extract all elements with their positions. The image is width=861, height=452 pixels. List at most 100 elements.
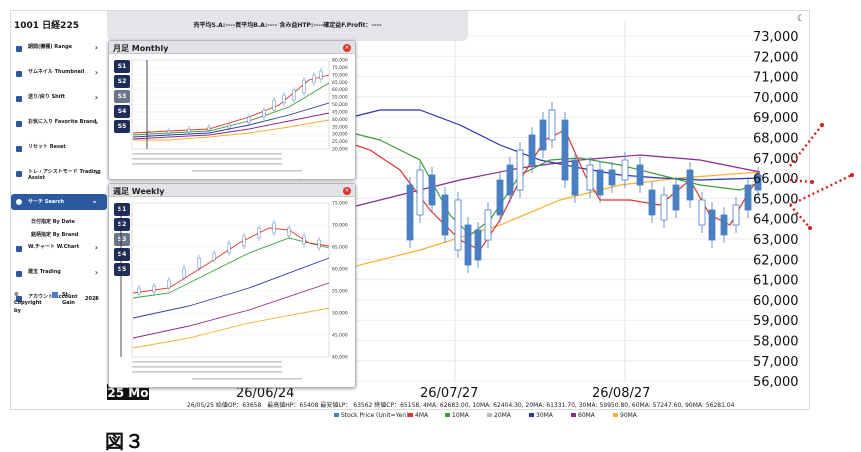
candle xyxy=(540,120,546,150)
sidebar-item-label: トレ・アシストモード Trading Assist xyxy=(28,169,101,181)
candle xyxy=(455,200,461,250)
candle xyxy=(507,165,513,195)
candle xyxy=(709,210,715,240)
candle xyxy=(442,195,448,235)
candle xyxy=(273,223,275,233)
candle xyxy=(303,236,305,244)
y-tick-label: 62,000 xyxy=(753,253,799,268)
bar-chart-icon xyxy=(16,71,22,77)
candle xyxy=(733,205,739,225)
weekly-chart[interactable]: 75,000 70,000 65,000 60,000 55,000 50,000 45,0… xyxy=(109,198,355,387)
candle xyxy=(572,160,578,195)
app-title: 1001 日経225 xyxy=(14,18,79,31)
candle xyxy=(303,80,305,93)
sidebar-item-1[interactable]: サムネイル Thumbnail › xyxy=(11,69,107,86)
candle xyxy=(288,228,290,236)
candle xyxy=(138,288,140,294)
candle xyxy=(213,253,215,260)
legend-label: 10MA xyxy=(452,412,470,419)
x-tick-label: 26/07/27 xyxy=(420,386,478,401)
legend-label: Stock Price (Unit=Yen) xyxy=(341,412,408,419)
sidebar-item-label: 送り/戻り Shift xyxy=(28,94,65,100)
candle xyxy=(148,133,150,135)
ohlc-info: 26/05/25 始値OP：63658 最高値HP：65408 最安値LP： 6… xyxy=(187,401,735,409)
y-tick-label: 72,000 xyxy=(753,50,799,65)
legend-label: 90MA xyxy=(620,412,638,419)
y-tick-label: 64,000 xyxy=(753,213,799,228)
chevron-icon: › xyxy=(95,170,98,176)
y-tick-label: 55,000 xyxy=(332,289,348,295)
y-tick-label: 50,000 xyxy=(332,102,348,108)
sidebar-item-0[interactable]: 期間(機種) Range › xyxy=(11,44,107,61)
monthly-panel-title: 月足 Monthly xyxy=(109,41,355,54)
main-legend: Stock Price (Unit=Yen) 4MA 10MA 20MA 30MA 60M… xyxy=(334,412,638,419)
sidebar-subitem[interactable]: 銘柄指定 By Brand xyxy=(11,231,107,244)
ma4-line xyxy=(340,130,760,250)
y-tick-label: 40,000 xyxy=(332,355,348,361)
candle xyxy=(562,120,568,180)
figure-label: 図３ xyxy=(105,427,145,452)
candle xyxy=(228,243,230,253)
candle xyxy=(745,185,751,210)
y-tick-label: 30,000 xyxy=(332,132,348,138)
y-tick-label: 70,000 xyxy=(753,91,799,106)
candle xyxy=(517,150,523,190)
sidebar-item-0[interactable]: W.チャート W.Chart › xyxy=(11,244,107,261)
legend-label: 4MA xyxy=(415,412,429,419)
y-tick-label: 65,000 xyxy=(332,245,348,251)
ma90-line xyxy=(340,172,760,270)
y-tick-label: 71,000 xyxy=(753,71,799,86)
candle xyxy=(208,127,210,130)
profit-summary-bar: 売平均S.A:----買平均B.A:---- 含み益HTP:----確定益F.P… xyxy=(107,11,468,41)
candle xyxy=(529,135,535,165)
y-tick-label: 25,000 xyxy=(332,139,348,145)
candle xyxy=(549,110,555,140)
legend-swatch xyxy=(613,413,618,417)
sidebar-item-3[interactable]: お気に入り Favorite Brand › xyxy=(11,119,107,136)
weekly-panel[interactable]: 週足 Weekly × S1 S2 S3 S4 S5 75,000 70,000 65,00… xyxy=(108,183,356,388)
close-icon[interactable]: × xyxy=(343,44,351,52)
sidebar-item-label: 建玉 Trading xyxy=(28,269,61,275)
candle xyxy=(258,228,260,238)
candle xyxy=(649,190,655,215)
sidebar-item-4[interactable]: リセット Reset xyxy=(11,144,107,161)
candle xyxy=(273,100,275,110)
sidebar-item-5[interactable]: トレ・アシストモード Trading Assist › xyxy=(11,169,107,186)
candle xyxy=(168,131,170,133)
sidebar-item-label: W.チャート W.Chart xyxy=(28,244,79,250)
y-tick-label: 35,000 xyxy=(332,124,348,130)
legend-swatch xyxy=(334,413,339,417)
y-tick-label: 55,000 xyxy=(332,95,348,101)
sidebar-item-2[interactable]: 送り/戻り Shift › xyxy=(11,94,107,111)
calendar-icon xyxy=(16,46,22,52)
search-icon xyxy=(16,199,22,205)
candle xyxy=(637,165,643,185)
candle xyxy=(597,170,603,195)
copyright: © Copyright by St-Gain 2026 xyxy=(14,291,44,315)
y-tick-label: 60,000 xyxy=(753,294,799,309)
candle xyxy=(661,195,667,220)
candle xyxy=(485,210,491,240)
y-tick-label: 59,000 xyxy=(753,314,799,329)
sidebar-item-label: お気に入り Favorite Brand xyxy=(28,119,96,125)
close-icon[interactable]: × xyxy=(343,187,351,195)
sidebar-subitem[interactable]: 日付指定 By Date xyxy=(11,218,107,231)
y-tick-label: 45,000 xyxy=(332,109,348,115)
y-tick-label: 20,000 xyxy=(332,147,348,153)
y-tick-label: 56,000 xyxy=(753,375,799,390)
ma10-line xyxy=(340,130,760,235)
candle xyxy=(497,180,503,215)
x-tick-label: 26/06/24 xyxy=(236,386,294,401)
legend-swatch xyxy=(571,413,576,417)
candle xyxy=(407,185,413,240)
candle xyxy=(465,225,471,265)
candle xyxy=(283,95,285,103)
date-cursor-label: /25 Mon xyxy=(103,386,157,400)
monthly-panel[interactable]: 月足 Monthly × S1 S2 S3 S4 S5 80,000 75,000 70,0… xyxy=(108,40,356,180)
candle xyxy=(429,175,435,205)
refresh-icon xyxy=(16,146,22,152)
sidebar-item-6[interactable]: サーチ Search ⌄ xyxy=(11,194,107,210)
sidebar-item-1[interactable]: 建玉 Trading › xyxy=(11,269,107,286)
moon-icon[interactable]: ☾ xyxy=(797,14,805,24)
